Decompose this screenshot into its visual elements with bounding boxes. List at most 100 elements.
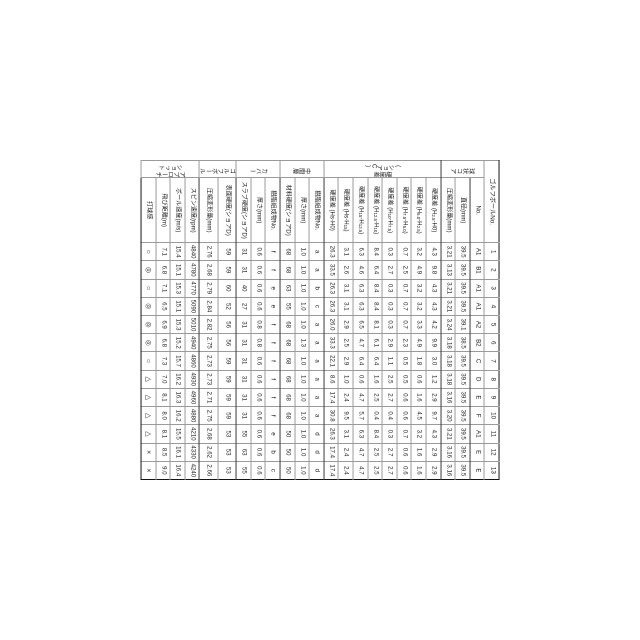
cell-r0-c2: B1 <box>470 261 485 279</box>
row-label: 圧縮変形量(mm) <box>441 178 456 243</box>
cell-r22-c13: × <box>141 461 156 479</box>
cell-r15-c7: 0.6 <box>251 352 266 370</box>
cell-r22-c4: ◎ <box>141 297 156 315</box>
cell-r16-c12: 63 <box>236 443 251 461</box>
cell-r0-c4: A1 <box>470 297 485 315</box>
cell-r3-c12: 2.9 <box>426 443 441 461</box>
row-label: 硬度差 (H5.0-H2.5) <box>411 178 426 243</box>
cell-r0-c10: F <box>470 407 485 425</box>
cell-r4-c4: 3.2 <box>411 297 426 315</box>
cell-r16-c3: 40 <box>236 279 251 297</box>
cell-r12-c13: 1.0 <box>295 461 310 479</box>
row-label: ボール速度(m/s) <box>170 178 185 243</box>
cell-r3-c10: 9.7 <box>426 407 441 425</box>
cell-r15-c8: 0.6 <box>251 370 266 388</box>
cell-r6-c2: 2.7 <box>382 261 397 279</box>
cell-r21-c6: 6.8 <box>156 334 171 352</box>
cell-r21-c9: 8.1 <box>156 388 171 406</box>
cell-r20-c13: 16.4 <box>170 461 185 479</box>
cell-r16-c13: 55 <box>236 461 251 479</box>
cell-r16-c7: 31 <box>236 352 251 370</box>
cell-r19-c4: 5090 <box>185 297 200 315</box>
cell-r18-c10: 2.75 <box>199 407 218 425</box>
cell-r15-c9: 0.6 <box>251 388 266 406</box>
cell-r17-c6: 56 <box>218 334 237 352</box>
cell-r18-c11: 2.68 <box>199 425 218 443</box>
row-group-label: 中間層 <box>280 161 324 178</box>
rotation-inner: ゴルフボールNo.12345678910111213球状コアNo.A1B1A1A… <box>140 160 499 480</box>
cell-r20-c1: 15.4 <box>170 243 185 261</box>
cell-r1-c7: 39.5 <box>455 352 470 370</box>
cell-r19-c9: 4960 <box>185 388 200 406</box>
row-group-label: カバー <box>236 161 280 178</box>
cell-r21-c3: 7.1 <box>156 279 171 297</box>
cell-r9-c3: 3.1 <box>339 279 354 297</box>
cell-r8-c10: 5.7 <box>353 407 368 425</box>
cell-r6-c8: 2.5 <box>382 370 397 388</box>
cell-r17-c13: 53 <box>218 461 237 479</box>
cell-r0-c5: A2 <box>470 315 485 333</box>
column-header-7: 7 <box>484 352 499 370</box>
cell-r21-c2: 6.8 <box>156 261 171 279</box>
cell-r21-c1: 7.1 <box>156 243 171 261</box>
cell-r9-c2: 2.6 <box>339 261 354 279</box>
row-group-label: 球状コア <box>441 161 485 178</box>
cell-r22-c6: ◎ <box>141 334 156 352</box>
cell-r4-c6: 4.9 <box>411 334 426 352</box>
cell-r0-c7: C <box>470 352 485 370</box>
row-label: 硬度差 (Hs-H0) <box>324 178 339 243</box>
cell-r13-c9: 68 <box>280 388 295 406</box>
cell-r15-c10: 0.6 <box>251 407 266 425</box>
cell-r13-c10: 68 <box>280 407 295 425</box>
cell-r1-c13: 39.5 <box>455 461 470 479</box>
cell-r1-c8: 39.5 <box>455 370 470 388</box>
cell-r18-c6: 2.75 <box>199 334 218 352</box>
cell-r22-c5: ◎ <box>141 315 156 333</box>
cell-r13-c11: 50 <box>280 425 295 443</box>
cell-r22-c10: △ <box>141 407 156 425</box>
cell-r7-c12: 2.5 <box>368 443 383 461</box>
cell-r12-c2: 1.0 <box>295 261 310 279</box>
cell-r20-c6: 15.2 <box>170 334 185 352</box>
row-label: 硬度差 (Hs-H15) <box>339 178 354 243</box>
cell-r5-c4: 0.7 <box>397 297 412 315</box>
cell-r22-c12: × <box>141 443 156 461</box>
column-header-6: 6 <box>484 334 499 352</box>
cell-r18-c7: 2.73 <box>199 352 218 370</box>
cell-r16-c9: 31 <box>236 388 251 406</box>
row-label: 圧縮変形量(mm) <box>199 178 218 243</box>
cell-r8-c8: 0.6 <box>353 370 368 388</box>
table-row: 硬度差 (H12.5-H10)8.46.48.48.48.16.16.41.62… <box>368 161 383 480</box>
table-body: ゴルフボールNo.12345678910111213球状コアNo.A1B1A1A… <box>141 161 499 480</box>
cell-r1-c4: 39.5 <box>455 297 470 315</box>
cell-r5-c7: 0.5 <box>397 352 412 370</box>
cell-r8-c4: 6.3 <box>353 297 368 315</box>
row-label: 厚さ(mm) <box>251 178 266 243</box>
corner-label: ゴルフボールNo. <box>484 161 499 243</box>
cell-r21-c5: 6.9 <box>156 315 171 333</box>
cell-r3-c7: 3.0 <box>426 352 441 370</box>
cell-r1-c10: 39.5 <box>455 407 470 425</box>
cell-r13-c1: 68 <box>280 243 295 261</box>
cell-r20-c8: 16.2 <box>170 370 185 388</box>
cell-r8-c5: 6.5 <box>353 315 368 333</box>
cell-r22-c3: ○ <box>141 279 156 297</box>
table-row: アプローチショットスピン速度(rpm)484047804770509050104… <box>185 161 200 480</box>
cell-r14-c4: e <box>266 297 281 315</box>
cell-r10-c6: 33.3 <box>324 334 339 352</box>
cell-r17-c7: 59 <box>218 352 237 370</box>
cell-r9-c5: 2.9 <box>339 315 354 333</box>
cell-r20-c3: 15.3 <box>170 279 185 297</box>
table-row: 直径(mm)39.539.539.539.539.138.539.539.539… <box>455 161 470 480</box>
cell-r11-c1: a <box>309 243 324 261</box>
cell-r5-c1: 0.7 <box>397 243 412 261</box>
cell-r4-c5: 3.3 <box>411 315 426 333</box>
cell-r7-c1: 8.4 <box>368 243 383 261</box>
row-group-label: ゴルフボール <box>199 161 236 178</box>
cell-r8-c6: 4.7 <box>353 334 368 352</box>
cell-r14-c1: f <box>266 243 281 261</box>
cell-r6-c5: 0.3 <box>382 315 397 333</box>
cell-r14-c5: f <box>266 315 281 333</box>
cell-r10-c5: 26.0 <box>324 315 339 333</box>
table-row: 厚さ(mm)1.01.01.01.01.01.31.01.01.01.01.01… <box>295 161 310 480</box>
